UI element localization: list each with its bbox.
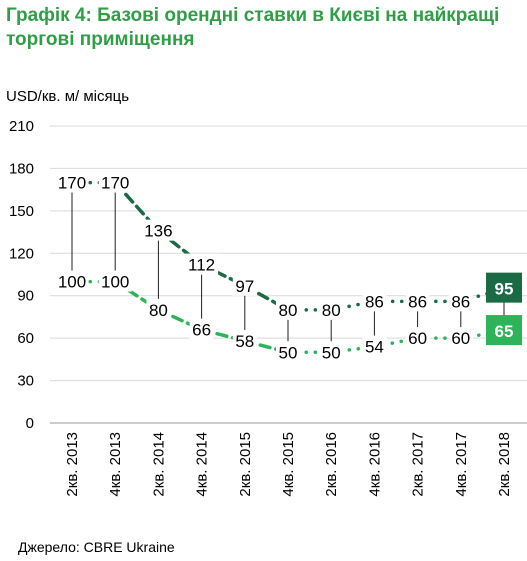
lower-data-label: 80 xyxy=(149,301,168,320)
lower-data-label: 60 xyxy=(451,329,470,348)
data-labels: 170 100 170 100 136 80 112 66 97 58 80 50 80 50 86 54 86… xyxy=(55,171,522,363)
rent-rate-chart: 0 30 60 90 120 150 180 210 170 100 170 100 136 80 112… xyxy=(9,118,527,497)
x-tick-label: 4кв. 2014 xyxy=(194,432,211,497)
upper-data-label-box xyxy=(276,298,300,320)
upper-data-label: 112 xyxy=(188,256,215,275)
upper-data-label-box xyxy=(362,290,387,312)
x-tick-label: 2кв. 2017 xyxy=(410,432,427,497)
lower-data-label-box xyxy=(362,335,387,357)
upper-data-label: 97 xyxy=(235,277,254,296)
lower-data-label-box xyxy=(232,329,257,351)
lower-data-label-box xyxy=(189,318,214,340)
y-tick-label: 150 xyxy=(9,203,34,220)
upper-data-label: 136 xyxy=(144,222,172,241)
x-tick-label: 4кв. 2015 xyxy=(280,432,297,497)
x-tick-label: 2кв. 2018 xyxy=(496,432,513,497)
lower-data-label-box xyxy=(319,341,344,363)
upper-data-label: 86 xyxy=(408,292,427,311)
y-axis-label: USD/кв. м/ місяць xyxy=(6,88,130,105)
y-tick-label: 30 xyxy=(17,373,34,390)
upper-data-label: 170 xyxy=(101,174,129,193)
y-tick-label: 180 xyxy=(9,160,34,177)
upper-data-label: 86 xyxy=(451,292,470,311)
lower-data-label-box xyxy=(146,298,171,320)
upper-data-label: 95 xyxy=(495,280,514,299)
source-note: Джерело: CBRE Ukraine xyxy=(18,539,175,555)
chart-title: Графік 4: Базові орендні ставки в Києві … xyxy=(6,5,500,50)
upper-data-label-box xyxy=(486,272,522,303)
x-tick-labels: 2кв. 2013 4кв. 2013 2кв. 2014 4кв. 2014 2кв.… xyxy=(64,432,513,497)
lower-data-label: 50 xyxy=(322,343,341,362)
upper-data-label: 170 xyxy=(58,174,86,193)
lower-data-label: 58 xyxy=(235,332,254,351)
lower-data-label-box xyxy=(276,341,300,363)
upper-data-label: 80 xyxy=(279,301,298,320)
x-tick-label: 4кв. 2016 xyxy=(366,432,383,497)
upper-data-label-box xyxy=(55,171,89,193)
x-tick-label: 2кв. 2016 xyxy=(323,432,340,497)
gridlines xyxy=(50,125,527,424)
upper-data-label-box xyxy=(405,290,430,312)
lower-data-label-box xyxy=(55,270,89,292)
x-tick-label: 2кв. 2014 xyxy=(150,432,167,497)
lower-data-label: 65 xyxy=(495,322,514,341)
y-tick-label: 210 xyxy=(9,118,34,135)
lower-data-label-box xyxy=(405,327,430,349)
y-tick-labels: 0 30 60 90 120 150 180 210 xyxy=(9,118,34,432)
x-tick-label: 2кв. 2013 xyxy=(64,432,81,497)
lower-data-label-box xyxy=(448,327,473,349)
lower-data-label: 66 xyxy=(192,321,211,340)
lower-data-label: 100 xyxy=(58,273,86,292)
x-tick-label: 4кв. 2013 xyxy=(107,432,124,497)
lower-data-label: 100 xyxy=(101,273,129,292)
lower-data-label: 60 xyxy=(408,329,427,348)
y-tick-label: 60 xyxy=(17,330,34,347)
y-tick-label: 120 xyxy=(9,245,34,262)
upper-data-label-box xyxy=(448,290,473,312)
upper-data-label: 86 xyxy=(365,292,384,311)
upper-data-label-box xyxy=(98,171,132,193)
upper-data-label-box xyxy=(141,219,175,241)
lower-data-label-box xyxy=(98,270,132,292)
y-tick-label: 90 xyxy=(17,288,34,305)
y-tick-label: 0 xyxy=(26,415,34,432)
upper-data-label-box xyxy=(185,253,219,275)
upper-data-label: 80 xyxy=(322,301,341,320)
lower-data-label-box xyxy=(486,315,522,346)
x-tick-label: 2кв. 2015 xyxy=(237,432,254,497)
lower-data-label: 54 xyxy=(365,338,384,357)
upper-data-label-box xyxy=(319,298,344,320)
lower-data-label: 50 xyxy=(279,343,298,362)
x-tick-label: 4кв. 2017 xyxy=(453,432,470,497)
upper-data-label-box xyxy=(232,274,257,296)
